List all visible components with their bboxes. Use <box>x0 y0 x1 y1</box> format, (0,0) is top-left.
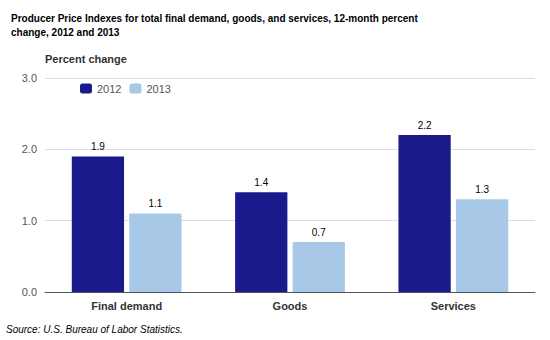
svg-text:Services: Services <box>431 300 476 312</box>
svg-text:1.1: 1.1 <box>148 198 162 209</box>
svg-text:2012: 2012 <box>97 83 121 95</box>
svg-text:1.3: 1.3 <box>475 184 489 195</box>
svg-text:2.0: 2.0 <box>22 143 37 155</box>
svg-text:Percent change: Percent change <box>45 53 127 65</box>
svg-text:0.0: 0.0 <box>22 286 37 298</box>
svg-text:1.4: 1.4 <box>254 177 268 188</box>
svg-text:change, 2012 and 2013: change, 2012 and 2013 <box>11 27 120 38</box>
svg-text:1.9: 1.9 <box>91 141 105 152</box>
svg-text:2013: 2013 <box>146 83 170 95</box>
svg-text:2.2: 2.2 <box>418 120 432 131</box>
svg-text:0.7: 0.7 <box>312 227 326 238</box>
svg-text:Source: U.S. Bureau of Labor S: Source: U.S. Bureau of Labor Statistics. <box>6 324 183 335</box>
svg-text:Final demand: Final demand <box>91 300 162 312</box>
svg-text:1.0: 1.0 <box>22 215 37 227</box>
svg-text:3.0: 3.0 <box>22 72 37 84</box>
svg-text:Producer Price Indexes for tot: Producer Price Indexes for total final d… <box>11 13 418 24</box>
svg-text:Goods: Goods <box>273 300 308 312</box>
